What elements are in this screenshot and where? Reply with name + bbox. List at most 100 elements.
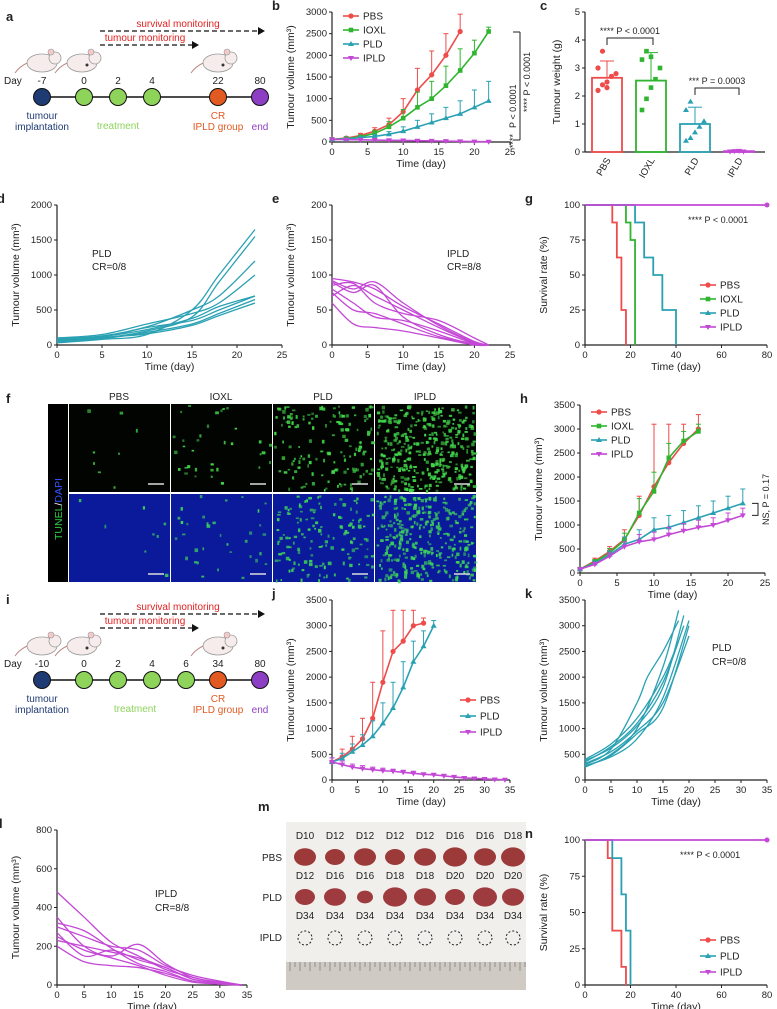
tunel-signal [393,521,396,525]
x-tick-label: 30 [215,990,226,1001]
tunel-signal [434,511,436,514]
x-tick-label: 5 [355,785,360,796]
data-point-circle [613,71,619,77]
tunel-signal [425,520,429,523]
tunel-signal [458,411,462,414]
tunel-signal [398,525,402,529]
tunel-signal [404,413,407,416]
data-point-square [415,105,420,110]
tunel-signal [409,533,412,536]
tumour-label: tumour monitoring [105,33,186,44]
tunel-signal [413,520,416,525]
x-tick-label: IOXL [637,156,657,180]
x-axis-label: Time (day) [127,1001,177,1009]
curve-annotation: CR=8/8 [155,903,190,914]
tunel-signal [300,578,303,583]
tunel-signal [306,573,310,578]
y-tick-label: 2000 [31,200,52,211]
tunel-signal [435,446,440,450]
p-value: P < 0.0001 [508,84,518,128]
x-tick-label: IPLD [726,156,746,180]
tunel-signal [464,477,468,480]
tumour-sample [501,847,525,867]
data-point-triangle [349,748,356,754]
tunel-signal [318,495,322,498]
tunel-signal [330,546,334,550]
tunel-signal [353,452,357,457]
y-tick-label: 2 [575,91,580,102]
x-axis-label: Time (day) [145,361,195,373]
data-point-triangle [692,129,698,135]
tunel-signal [428,543,432,546]
tunel-signal [360,462,364,467]
curve-annotation: IPLD [447,249,469,260]
tunel-signal [389,442,393,446]
x-tick-label: 25 [454,785,465,796]
data-point-triangle [357,137,364,143]
y-axis-label: Tumour volume (mm³) [10,856,22,959]
bar-IOXL [635,79,667,153]
tunel-signal [393,570,395,574]
tunel-signal [459,546,462,551]
data-point-triangle [651,537,657,543]
tunel-signal [177,468,181,471]
y-tick-label: 1500 [306,698,327,709]
tunel-signal [433,431,438,434]
tunel-signal [144,550,147,553]
legend-label-IOXL: IOXL [720,295,743,306]
tunel-signal [395,573,399,577]
cr-label: CR [211,111,225,122]
tunel-signal [465,518,469,521]
tunel-signal [279,536,283,541]
tunel-signal [383,500,386,504]
tunel-signal [439,452,442,456]
tunel-signal [366,514,370,517]
y-tick-label: 3500 [306,595,327,606]
tunel-signal [288,487,291,492]
tunel-signal [393,420,398,423]
tunel-signal [418,419,421,422]
tunel-signal [397,579,401,584]
tunel-signal [393,498,398,503]
tunel-signal [473,502,476,506]
tunel-signal [460,445,464,448]
tunel-signal [359,518,362,522]
data-point-triangle [451,774,458,780]
tunel-signal [396,559,399,562]
data-point-triangle [485,139,492,145]
ipld-day: D34 [416,911,435,922]
day-value: 22 [212,76,224,87]
tunel-signal [261,451,266,455]
tunel-signal [470,541,473,545]
tunel-signal [385,467,389,471]
tunel-signal [354,547,359,550]
data-point-triangle [457,139,464,145]
tunel-signal [406,439,410,442]
tunel-signal [434,513,438,518]
tunel-signal [430,416,434,418]
tunel-signal [318,579,321,583]
tunel-signal [437,415,440,420]
tunel-signal [436,411,440,415]
tunel-signal [277,511,282,514]
data-point-triangle [410,658,417,664]
y-tick-label: 2000 [306,672,327,683]
tunel-signal [458,540,463,543]
tunel-signal [194,475,197,478]
tunel-signal [464,405,468,409]
tunel-signal [407,469,411,472]
tunel-signal [428,437,432,440]
tunel-signal [462,447,465,450]
tunel-signal [282,440,284,444]
tunel-signal [398,534,402,537]
tunel-signal [202,547,205,551]
data-point-triangle [695,514,702,520]
y-tick-label: 500 [564,749,580,760]
day-value: 6 [183,659,189,670]
x-tick-label: 5 [365,147,370,158]
tunel-signal [451,553,454,557]
tunel-signal [424,571,428,575]
data-point-circle [410,623,416,629]
tunel-signal [441,475,444,478]
pbs-day: D18 [504,831,523,842]
